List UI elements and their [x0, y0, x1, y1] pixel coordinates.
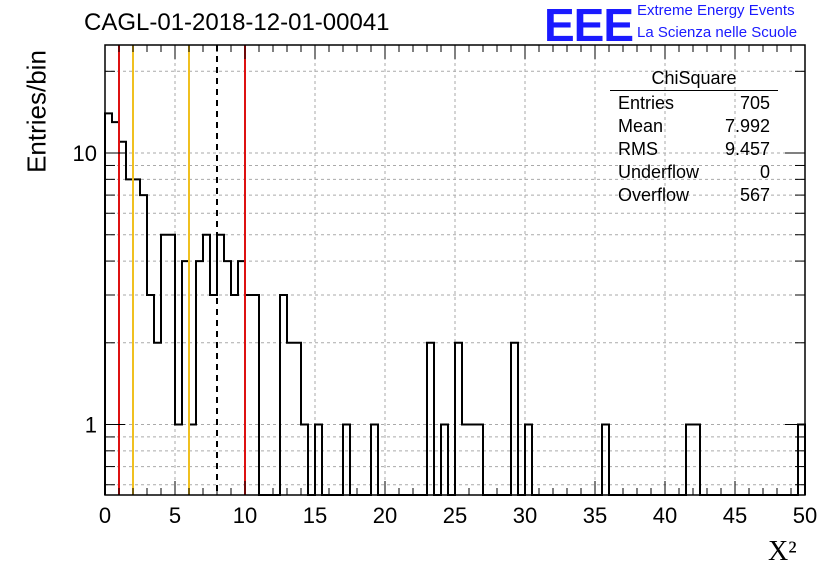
histogram-bin [231, 295, 238, 495]
ticks: 0 5 10 15 20 25 30 35 40 45 50 1 10 [73, 45, 817, 528]
histogram-bin [182, 261, 189, 495]
histogram-bin [511, 343, 518, 495]
histogram-bin [280, 295, 287, 495]
stats-label: RMS [618, 139, 658, 159]
histogram-bin [224, 261, 231, 495]
x-tick-label: 30 [513, 503, 537, 528]
histogram-bin [210, 295, 217, 495]
x-tick-label: 15 [303, 503, 327, 528]
histogram-bin [154, 343, 161, 495]
histogram-bin [455, 343, 462, 495]
stats-value: 705 [739, 93, 770, 113]
y-tick-label: 10 [73, 141, 97, 166]
stats-label: Entries [618, 93, 675, 113]
histogram-bin [203, 235, 210, 495]
x-tick-label: 10 [233, 503, 257, 528]
histogram-bin [133, 179, 140, 495]
logo-tagline-1: Extreme Energy Events [637, 2, 795, 19]
histogram-bin [161, 235, 168, 495]
marker-lines [118, 45, 246, 495]
stats-row: Overflow 567 [610, 185, 778, 208]
histogram-bin [126, 179, 133, 495]
stats-value: 7.992 [724, 116, 770, 136]
stats-value: 9.457 [724, 139, 770, 159]
stats-row: Underflow 0 [610, 162, 778, 185]
x-tick-label: 25 [443, 503, 467, 528]
stats-row: RMS 9.457 [610, 139, 778, 162]
x-tick-label: 50 [793, 503, 817, 528]
x-tick-label: 40 [653, 503, 677, 528]
stats-row: Mean 7.992 [610, 116, 778, 139]
stats-box: ChiSquare Entries 705 Mean 7.992 RMS 9.4… [610, 68, 778, 208]
histogram-bin [238, 261, 245, 495]
histogram-bin [140, 195, 147, 495]
histogram-bin [105, 113, 112, 495]
histogram-bin [112, 122, 119, 495]
stats-label: Overflow [618, 185, 690, 205]
stats-value: 567 [739, 185, 770, 205]
stats-label: Mean [618, 116, 664, 136]
histogram-bin [427, 343, 434, 495]
histogram-bin [196, 261, 203, 495]
stats-label: Underflow [618, 162, 700, 182]
x-tick-label: 45 [723, 503, 747, 528]
logo-tagline-2: La Scienza nelle Scuole [637, 24, 798, 41]
histogram-bin [294, 343, 301, 495]
y-axis-label: Entries/bin [21, 50, 52, 173]
histogram-bin [245, 295, 252, 495]
y-tick-label: 1 [85, 413, 97, 438]
chart-title: CAGL-01-2018-12-01-00041 [84, 9, 390, 36]
histogram-bin [147, 295, 154, 495]
stats-value: 0 [759, 162, 770, 182]
stats-row: Entries 705 [610, 93, 778, 116]
x-tick-label: 35 [583, 503, 607, 528]
x-axis-label: X² [768, 536, 797, 567]
histogram-bin [252, 295, 259, 495]
stats-title: ChiSquare [610, 68, 778, 91]
histogram-bin [287, 343, 294, 495]
histogram-bin [168, 235, 175, 495]
x-tick-label: 5 [169, 503, 181, 528]
x-tick-label: 0 [99, 503, 111, 528]
x-tick-label: 20 [373, 503, 397, 528]
histogram-bin [217, 235, 224, 495]
eee-logo: EEE [544, 0, 634, 51]
